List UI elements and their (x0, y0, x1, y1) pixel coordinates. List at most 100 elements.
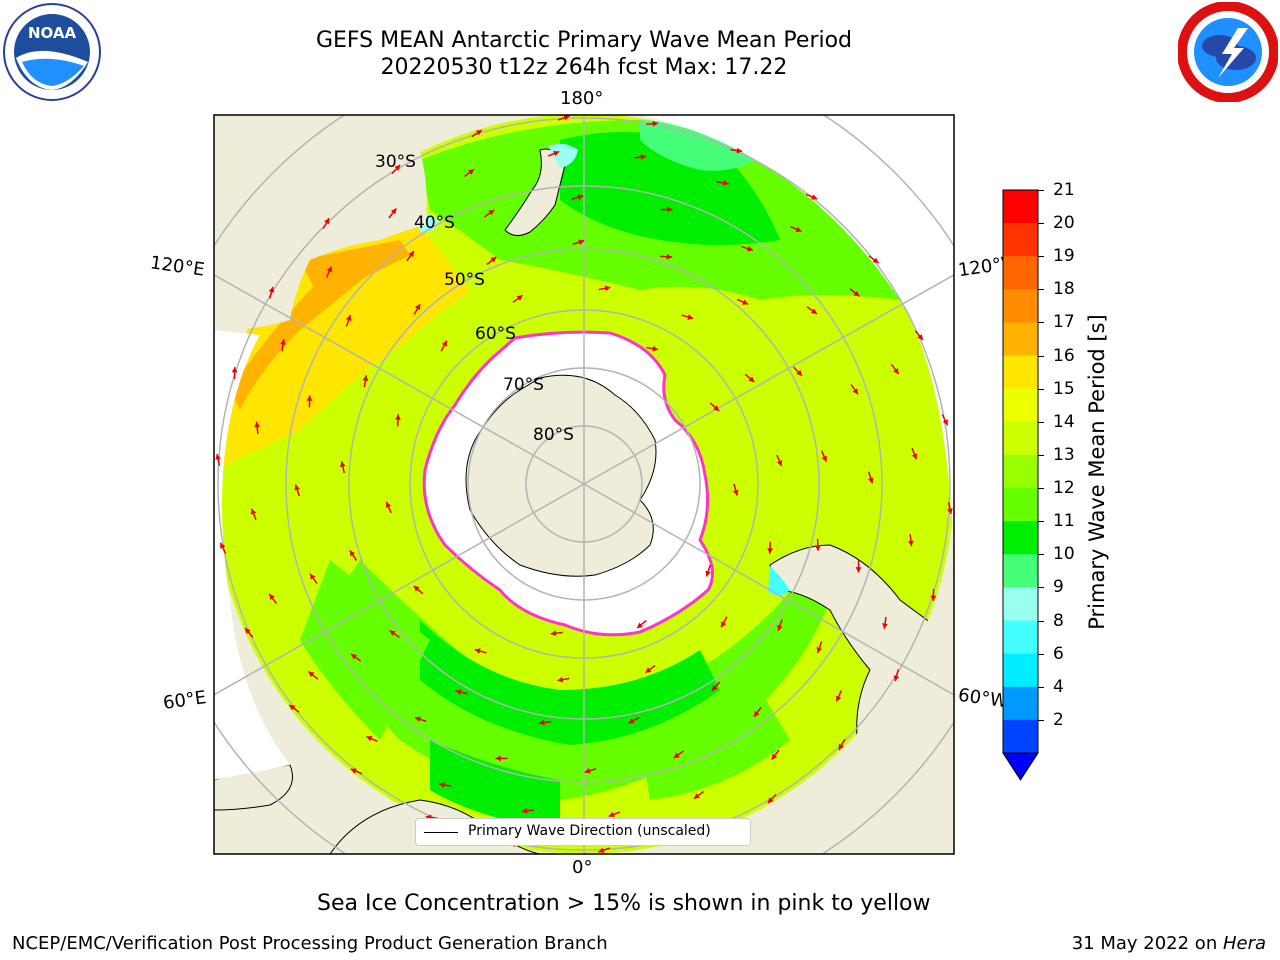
lat-label-80s: 80°S (533, 425, 574, 445)
wave-arrow-head (754, 710, 760, 717)
lat-label-40s: 40°S (414, 213, 455, 233)
wave-arrow-head (415, 304, 421, 310)
wave-arrow-head (908, 540, 914, 547)
wave-arrow-head (577, 194, 584, 200)
wave-arrow-head (776, 460, 783, 467)
wave-arrow-head (816, 647, 823, 653)
colorbar-swatch (1003, 388, 1038, 423)
wave-arrow-head (215, 454, 221, 460)
wave-arrow-head (280, 339, 286, 345)
colorbar-swatches (1003, 190, 1038, 754)
colorbar-tick-label: 9 (1053, 577, 1064, 598)
wave-arrow-head (441, 340, 447, 347)
colorbar-swatch (1003, 223, 1038, 257)
wave-arrow-head (911, 453, 918, 460)
wave-arrow-head (747, 245, 753, 252)
footer-left: NCEP/EMC/Verification Post Processing Pr… (12, 933, 608, 954)
colorbar-tick-label: 11 (1053, 511, 1075, 532)
colorbar-swatch (1003, 454, 1038, 489)
colorbar-tick-label: 2 (1053, 709, 1064, 730)
colorbar-tick-label: 10 (1053, 544, 1075, 565)
colorbar-tick-mark (1038, 289, 1044, 291)
wave-arrow-head (254, 421, 260, 428)
colorbar-swatch (1003, 587, 1038, 622)
wave-arrow-head (645, 667, 652, 673)
colorbar-tick-mark (1038, 223, 1044, 225)
wave-arrow-head (516, 295, 523, 301)
colorbar-swatch (1003, 521, 1038, 555)
legend-line-swatch (424, 832, 458, 833)
colorbar-tick-label: 18 (1053, 279, 1075, 300)
colorbar-swatch (1003, 421, 1038, 456)
wave-arrow-head (468, 169, 475, 175)
colorbar-outline (1002, 189, 1039, 754)
wave-arrow-head (732, 489, 739, 496)
wave-arrow-head (539, 719, 545, 726)
wave-arrow-head (711, 685, 718, 692)
wave-arrow-head (563, 114, 570, 121)
colorbar-tick-label: 8 (1053, 610, 1064, 631)
colorbar-swatch (1003, 289, 1038, 323)
wave-arrow-head (693, 793, 700, 799)
wave-arrow-head (455, 689, 462, 695)
colorbar-swatch (1003, 653, 1038, 688)
colorbar-tick-label: 17 (1053, 312, 1075, 333)
colorbar-tick-label: 15 (1053, 378, 1075, 399)
wave-arrow-head (294, 484, 300, 491)
colorbar-tick-mark (1038, 521, 1044, 523)
wave-arrow-head (474, 648, 481, 654)
wave-direction-arrows (215, 114, 953, 854)
lat-label-50s: 50°S (444, 270, 485, 290)
wave-arrow-head (490, 256, 497, 263)
colorbar-swatch (1003, 554, 1038, 588)
wave-arrow-head (413, 585, 420, 592)
lon-label-0: 0° (572, 857, 593, 878)
wave-arrow-head (673, 752, 680, 759)
wave-arrow-head (771, 753, 778, 760)
wave-arrow-head (349, 550, 356, 557)
colorbar-tick-label: 13 (1053, 444, 1075, 465)
colorbar-tick-label: 20 (1053, 213, 1075, 234)
wave-arrow-head (852, 388, 859, 395)
title-line-2: 20220530 t12z 264h fcst Max: 17.22 (380, 55, 788, 80)
wave-arrow-head (553, 150, 560, 157)
wave-arrow-head (550, 630, 557, 637)
colorbar-tick-label: 14 (1053, 411, 1075, 432)
wave-arrow-head (917, 334, 923, 340)
wave-arrow-head (578, 239, 585, 245)
noaa-logo: NOAA (3, 3, 101, 101)
colorbar-tick-label: 12 (1053, 478, 1075, 499)
lat-label-60s: 60°S (475, 324, 516, 344)
wave-arrow-head (598, 847, 605, 854)
colorbar-tick-mark (1038, 686, 1044, 688)
wave-arrow-head (835, 695, 842, 702)
wave-arrow-head (521, 808, 528, 814)
wave-arrow-head (488, 209, 495, 216)
wave-arrow-head (324, 218, 330, 225)
footer-right: 31 May 2022 on Hera (1072, 933, 1266, 954)
wave-arrow-head (652, 120, 659, 127)
colorbar-tick-mark (1038, 190, 1044, 191)
wave-arrow-head (810, 308, 817, 314)
wave-arrow-head (821, 455, 827, 462)
wave-arrow-head (872, 257, 879, 264)
wave-arrow-head (439, 782, 445, 788)
wave-arrow-head (389, 630, 396, 636)
lon-label-180: 180° (560, 88, 604, 109)
wave-arrow-head (231, 367, 238, 373)
wave-arrow-head (838, 743, 844, 750)
wave-arrow-head (796, 369, 802, 376)
colorbar-swatch (1003, 719, 1038, 754)
wave-arrow-head (345, 315, 352, 321)
map-legend: Primary Wave Direction (unscaled) (415, 818, 751, 846)
wave-arrow-head (366, 735, 373, 742)
colorbar-swatch (1003, 686, 1038, 721)
wave-arrow-head (385, 501, 392, 508)
colorbar-tick-mark (1038, 322, 1044, 324)
wave-arrow-head (723, 180, 729, 186)
wave-arrow-head (306, 395, 313, 401)
wave-arrow-head (721, 621, 727, 628)
wave-arrow-head (640, 154, 647, 160)
map-frame (213, 114, 955, 855)
wave-arrow-head (415, 716, 421, 723)
